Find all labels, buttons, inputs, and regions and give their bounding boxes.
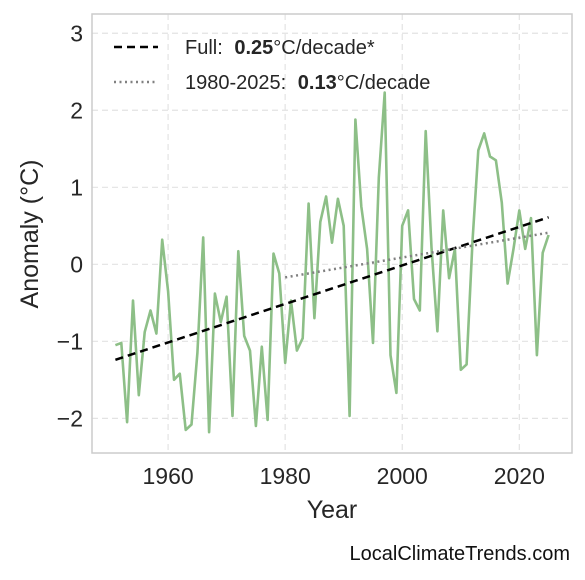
x-axis-label: Year	[307, 496, 358, 524]
recent-trend-line	[284, 231, 549, 279]
y-tick-label: 3	[70, 20, 83, 46]
series-layer	[114, 91, 550, 434]
legend-label-1980: 1980-2025: 0.13°C/decade	[185, 72, 430, 94]
y-axis-label: Anomaly (°C)	[16, 160, 44, 309]
anomaly-series-line	[114, 91, 550, 434]
legend-full-unit: °C/decade*	[273, 37, 375, 59]
gridlines	[92, 14, 572, 453]
plot-frame	[91, 13, 573, 454]
legend-1980-unit: °C/decade	[337, 72, 431, 94]
x-axis-ticks: 1960 1980 2000 2020	[143, 463, 545, 489]
y-tick-label: 2	[70, 97, 83, 123]
y-tick-label: −2	[57, 405, 83, 431]
legend-full-rate: 0.25	[234, 37, 273, 59]
y-tick-label: −1	[57, 328, 83, 354]
legend: Full: 0.25°C/decade* 1980-2025: 0.13°C/d…	[114, 37, 430, 94]
legend-full-name: Full:	[185, 37, 223, 59]
site-credit: LocalClimateTrends.com	[350, 543, 570, 565]
y-tick-label: 0	[70, 251, 83, 277]
x-tick-label: 2020	[494, 463, 545, 489]
y-tick-label: 1	[70, 174, 83, 200]
full-trend-line	[115, 216, 549, 361]
y-axis-ticks: −2 −1 0 1 2 3	[57, 20, 83, 431]
x-tick-label: 1960	[143, 463, 194, 489]
legend-label-full: Full: 0.25°C/decade*	[185, 37, 375, 59]
legend-1980-name: 1980-2025:	[185, 72, 286, 94]
legend-1980-rate: 0.13	[298, 72, 337, 94]
x-tick-label: 1980	[260, 463, 311, 489]
x-tick-label: 2000	[377, 463, 428, 489]
